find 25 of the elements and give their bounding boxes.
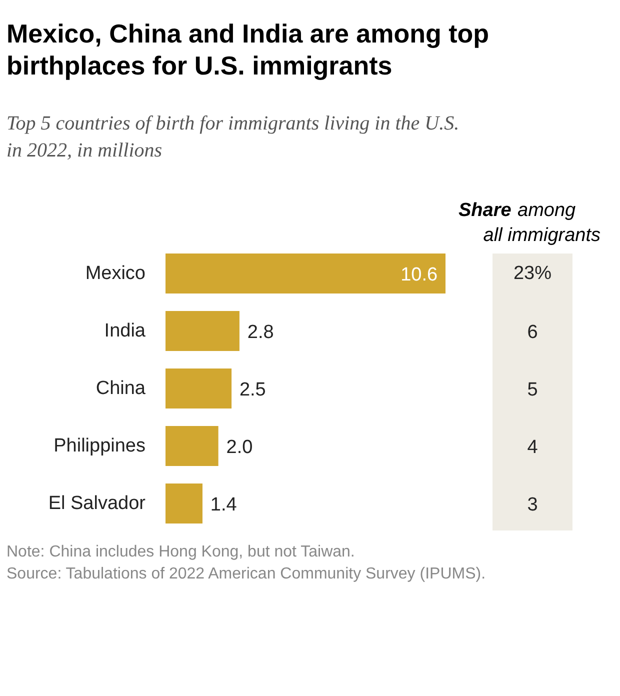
y-tick-label: Mexico bbox=[85, 263, 146, 284]
bar bbox=[166, 254, 446, 294]
text: 5 bbox=[527, 380, 538, 400]
y-tick-label: Philippines bbox=[54, 436, 146, 456]
bar bbox=[166, 484, 202, 524]
text: 23% bbox=[513, 263, 552, 284]
chart-subtitle: Top 5 countries of birth for immigrants living in the U.S. in 2022, in millions bbox=[6, 112, 460, 162]
text: Note: China includes Hong Kong, but not Taiwan. bbox=[6, 544, 355, 560]
data-label: 2.0 bbox=[226, 437, 253, 458]
chart-title: Mexico, China and India are among top birthplaces for U.S. immigrants bbox=[6, 18, 490, 80]
text: 6 bbox=[527, 322, 538, 343]
bar bbox=[166, 311, 240, 351]
source-note: Source: Tabulations of 2022 American Community Survey (IPUMS). bbox=[6, 566, 486, 582]
y-tick-label: El Salvador bbox=[48, 493, 146, 514]
text: 4 bbox=[527, 437, 538, 458]
y-tick-label: China bbox=[96, 378, 146, 399]
data-label: 10.6 bbox=[400, 264, 438, 286]
bar bbox=[166, 368, 232, 408]
bar bbox=[166, 426, 218, 466]
text: Share among all immigrants bbox=[458, 200, 601, 246]
text: 3 bbox=[527, 494, 538, 516]
data-label: 1.4 bbox=[210, 494, 238, 516]
data-label: 2.5 bbox=[239, 380, 266, 400]
y-tick-label: India bbox=[104, 320, 146, 342]
data-label: 2.8 bbox=[247, 322, 274, 343]
